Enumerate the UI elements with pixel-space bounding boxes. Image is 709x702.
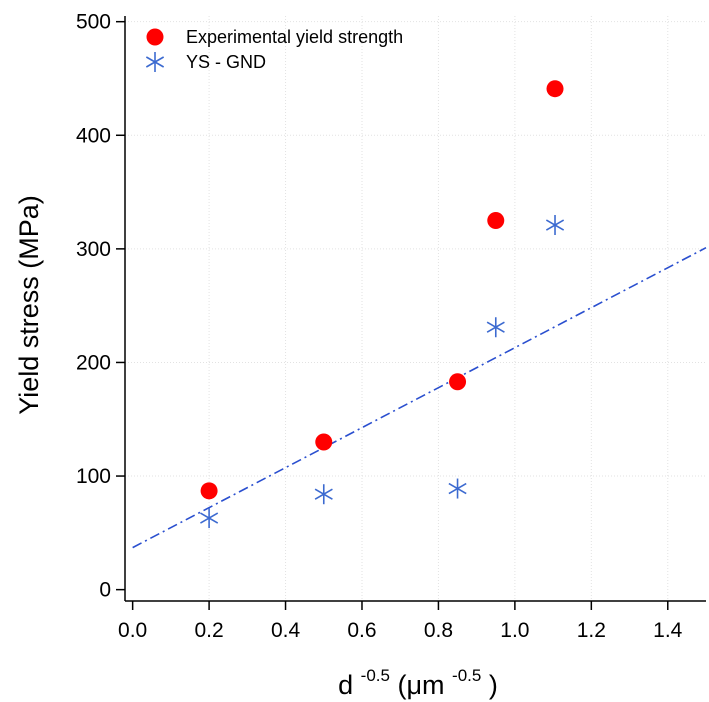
y-tick-label: 300 (76, 238, 111, 261)
x-axis-title-unit-open: (μm (397, 670, 444, 700)
x-axis-title-base: d (338, 670, 353, 700)
x-axis-title-base-exponent: -0.5 (361, 666, 390, 685)
x-axis-title-unit-exponent: -0.5 (452, 666, 481, 685)
asterisk-stroke (314, 488, 333, 500)
data-marks (200, 80, 565, 529)
legend-label: Experimental yield strength (186, 27, 403, 47)
asterisk-stroke (145, 56, 165, 68)
x-tick-label: 0.2 (194, 619, 223, 642)
y-ticks: 0 100 200 300 400 500 (76, 11, 125, 602)
y-tick-label: 200 (76, 351, 111, 374)
y-tick-label: 500 (76, 11, 111, 34)
x-tick-label: 0.4 (271, 619, 301, 642)
asterisk-stroke (545, 219, 565, 231)
ys-gnd-point (486, 317, 505, 338)
x-tick-label: 0.0 (118, 619, 147, 642)
legend: Experimental yield strength YS - GND (145, 27, 403, 72)
ys-gnd-point (448, 478, 467, 499)
legend-label: YS - GND (186, 52, 266, 72)
grid (125, 16, 706, 601)
y-tick-label: 0 (99, 579, 111, 602)
asterisk-stroke (200, 512, 219, 524)
asterisk-stroke (486, 321, 505, 333)
legend-key-experimental (146, 28, 164, 46)
asterisk-stroke (448, 482, 467, 495)
x-tick-label: 0.6 (347, 619, 376, 642)
x-axis-title: d -0.5 (μm -0.5 ) (338, 657, 498, 700)
experimental-point (449, 373, 467, 391)
experimental-point (315, 433, 333, 451)
x-tick-label: 1.2 (577, 619, 606, 642)
axes (124, 16, 706, 602)
experimental-point (546, 80, 564, 98)
y-tick-label: 100 (76, 465, 111, 488)
ys-gnd-point (200, 508, 219, 529)
x-tick-label: 1.0 (500, 619, 529, 642)
ys-gnd-point (545, 215, 565, 236)
trendline (132, 247, 707, 549)
legend-key-ys-gnd (145, 52, 165, 72)
y-tick-label: 400 (76, 124, 111, 147)
x-tick-label: 1.4 (653, 619, 683, 642)
ys-gnd-point (314, 484, 333, 505)
y-axis-title: Yield stress (MPa) (14, 195, 44, 415)
x-ticks: 0.0 0.2 0.4 0.6 0.8 1.0 1.2 1.4 (118, 601, 683, 642)
x-axis-title-unit-close: ) (489, 670, 498, 700)
x-tick-label: 0.8 (424, 619, 453, 642)
experimental-point (200, 482, 218, 500)
experimental-point (487, 211, 505, 229)
